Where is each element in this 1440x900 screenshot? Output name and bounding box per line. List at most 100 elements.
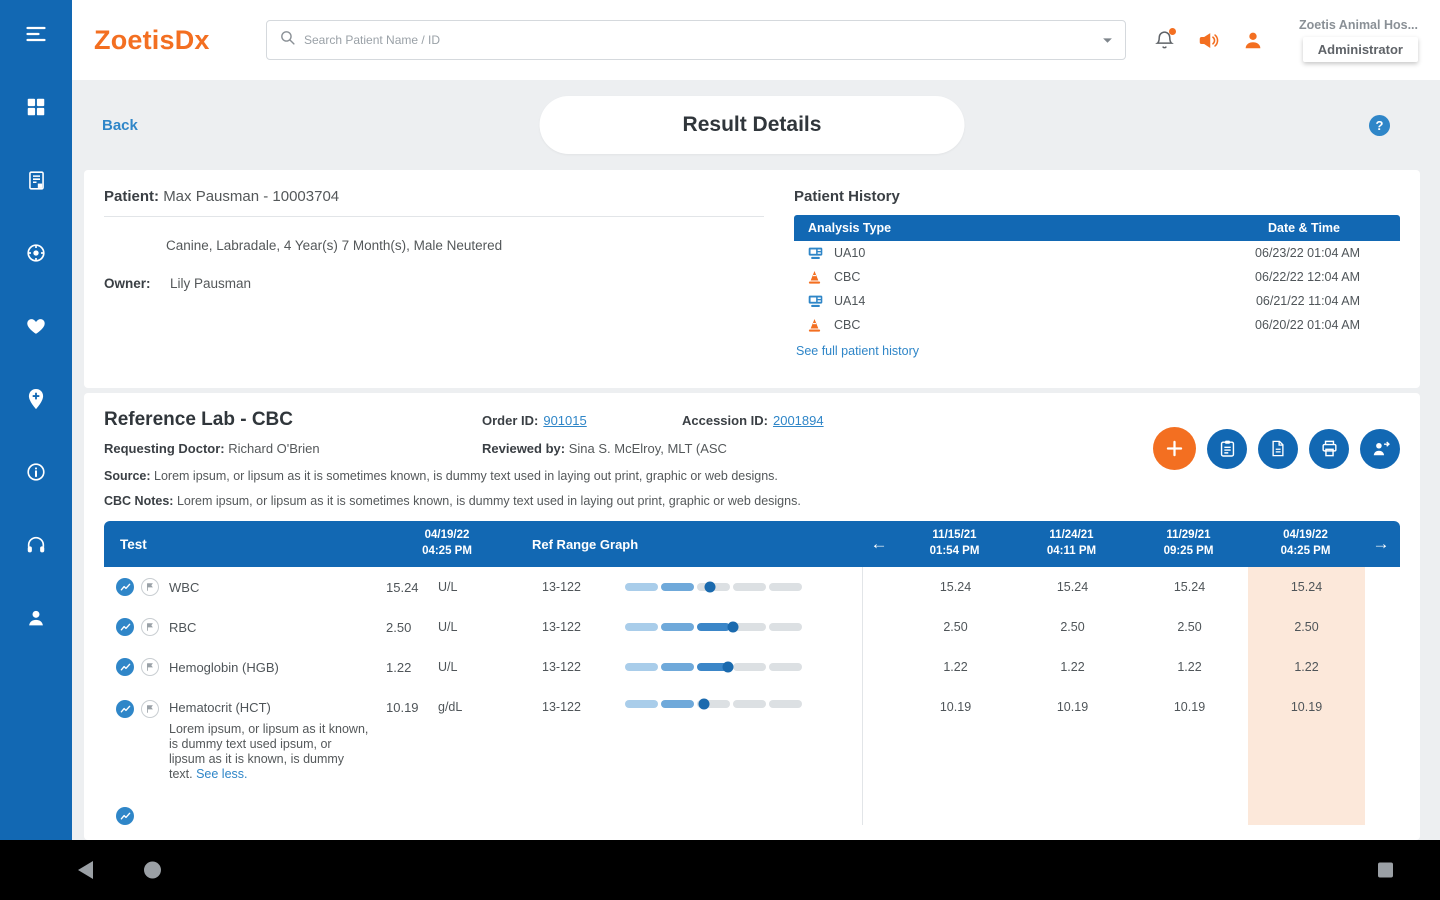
clinic-icon[interactable] [16,379,56,419]
history-column-header[interactable]: 11/15/21 01:54 PM [929,529,980,557]
help-icon[interactable]: ? [1369,114,1390,136]
history-value: 2.50 [1177,620,1202,634]
column-header-ref-range-graph: Ref Range Graph [532,536,639,552]
graph-marker-dot [704,581,716,593]
history-column-header[interactable]: 11/24/21 04:11 PM [1046,529,1097,557]
search-input[interactable] [304,33,1102,47]
ref-range: 13-122 [542,580,581,594]
accession-id-block: Accession ID: 2001894 [682,413,824,428]
profile-person-icon[interactable] [1240,28,1265,53]
history-value: 15.24 [1056,580,1089,594]
share-contact-icon[interactable] [1360,428,1400,469]
support-icon[interactable] [16,525,56,565]
trend-icon[interactable] [116,618,134,636]
test-name: RBC [169,619,197,635]
see-less-link[interactable]: See less. [196,767,248,781]
result-value: 15.24 [386,579,419,595]
result-ids: Order ID: 901015 Accession ID: 2001894 [482,413,824,428]
analysis-datetime: 06/20/22 01:04 AM [1255,318,1360,332]
file-icon[interactable] [1258,428,1298,469]
order-id-link[interactable]: 901015 [543,413,587,428]
print-icon[interactable] [1309,428,1349,469]
records-icon[interactable] [16,233,56,273]
analysis-datetime: 06/23/22 01:04 AM [1255,246,1360,260]
page-content: Back Result Details ? Patient: Max Pausm… [72,80,1440,840]
page-title: Result Details [539,96,965,154]
announcements-megaphone-icon[interactable] [1196,28,1221,53]
source-text: Lorem ipsum, or lipsum as it is sometime… [154,469,778,483]
page-head: Back Result Details ? [84,80,1420,170]
ref-range-graph [625,621,805,633]
cbc-notes-text: Lorem ipsum, or lipsum as it is sometime… [176,494,801,508]
history-next-arrow[interactable]: → [1372,534,1390,553]
result-details-card: Reference Lab - CBC Order ID: 901015 Acce… [84,393,1420,840]
dashboard-icon[interactable] [16,87,56,127]
patient-history-row[interactable]: UA14 06/21/22 11:04 AM [794,289,1400,313]
history-value: 15.24 [1248,567,1365,607]
info-icon[interactable] [16,452,56,492]
test-name: WBC [169,579,200,595]
flag-icon[interactable] [141,700,159,718]
accession-id-link[interactable]: 2001894 [772,413,824,428]
ref-range: 13-122 [542,620,581,634]
users-icon[interactable] [16,598,56,638]
result-unit: U/L [438,620,458,634]
history-value: 10.19 [1173,700,1206,714]
history-header-group: ← 11/15/21 01:54 PM 11/24/21 04:11 PM 11/29/… [862,521,1398,567]
menu-icon[interactable] [16,14,56,54]
graph-marker-dot [727,621,739,633]
android-back-icon[interactable] [78,861,93,879]
history-value: 15.24 [939,580,972,594]
results-rows: WBC 15.24 U/L 13-122 15.24 15.24 15.24 15.24 RBC… [104,567,1400,825]
notification-badge [1169,27,1176,35]
reviewed-by-label: Reviewed by: [482,441,566,456]
patient-owner-line: Owner: Lily Pausman [104,276,776,291]
graph-marker-dot [722,661,734,673]
android-recents-icon[interactable] [1378,862,1393,878]
ref-range-graph [625,661,805,673]
history-prev-arrow[interactable]: ← [870,534,888,553]
results-icon[interactable] [16,160,56,200]
android-home-icon[interactable] [144,861,161,879]
patient-history-row[interactable]: CBC 06/22/22 12:04 AM [794,265,1400,289]
analysis-datetime: 06/22/22 12:04 AM [1255,270,1360,284]
analysis-datetime: 06/21/22 11:04 AM [1255,294,1360,308]
history-column-header[interactable]: 04/19/22 04:25 PM [1280,529,1331,557]
sidebar [0,0,72,840]
add-icon[interactable] [1153,427,1196,470]
clipboard-icon[interactable] [1207,428,1247,469]
history-value: 1.22 [1177,660,1202,674]
history-value: 1.22 [943,660,968,674]
analysis-type: CBC [834,318,861,332]
search-box[interactable] [266,20,1126,60]
analysis-type: CBC [834,270,861,284]
result-value-cell: 10.19 g/dL [372,687,522,799]
trend-icon[interactable] [116,700,134,718]
history-columns: 11/15/21 01:54 PM 11/24/21 04:11 PM 11/29/21… [896,521,1364,567]
account-block: Zoetis Animal Hos... Administrator [1283,18,1418,62]
account-name: Zoetis Animal Hos... [1298,18,1418,32]
see-full-history-link[interactable]: See full patient history [796,344,919,358]
result-title: Reference Lab - CBC [104,409,293,430]
patient-name-line: Patient: Max Pausman - 10003704 [104,188,764,217]
trend-icon[interactable] [116,578,134,596]
account-role-button[interactable]: Administrator [1302,37,1418,62]
trend-icon[interactable] [116,807,134,825]
back-link[interactable]: Back [102,116,138,134]
table-row: Hemoglobin (HGB) 1.22 U/L 13-122 1.22 1.22 1.2… [104,647,1400,687]
notifications-bell-icon[interactable] [1152,27,1177,53]
test-cell: RBC [104,607,372,647]
patient-history-row[interactable]: UA10 06/23/22 01:04 AM [794,241,1400,265]
history-column-header[interactable]: 11/29/21 09:25 PM [1163,529,1214,557]
flag-icon[interactable] [141,578,159,596]
ref-range-graph [625,698,805,710]
flag-icon[interactable] [141,658,159,676]
column-analysis-type: Analysis Type [808,221,892,235]
patient-history-row[interactable]: CBC 06/20/22 01:04 AM [794,313,1400,337]
graph-marker-dot [698,698,710,710]
care-icon[interactable] [16,306,56,346]
search-icon [279,29,296,51]
chevron-down-icon[interactable] [1102,31,1113,49]
trend-icon[interactable] [116,658,134,676]
flag-icon[interactable] [141,618,159,636]
